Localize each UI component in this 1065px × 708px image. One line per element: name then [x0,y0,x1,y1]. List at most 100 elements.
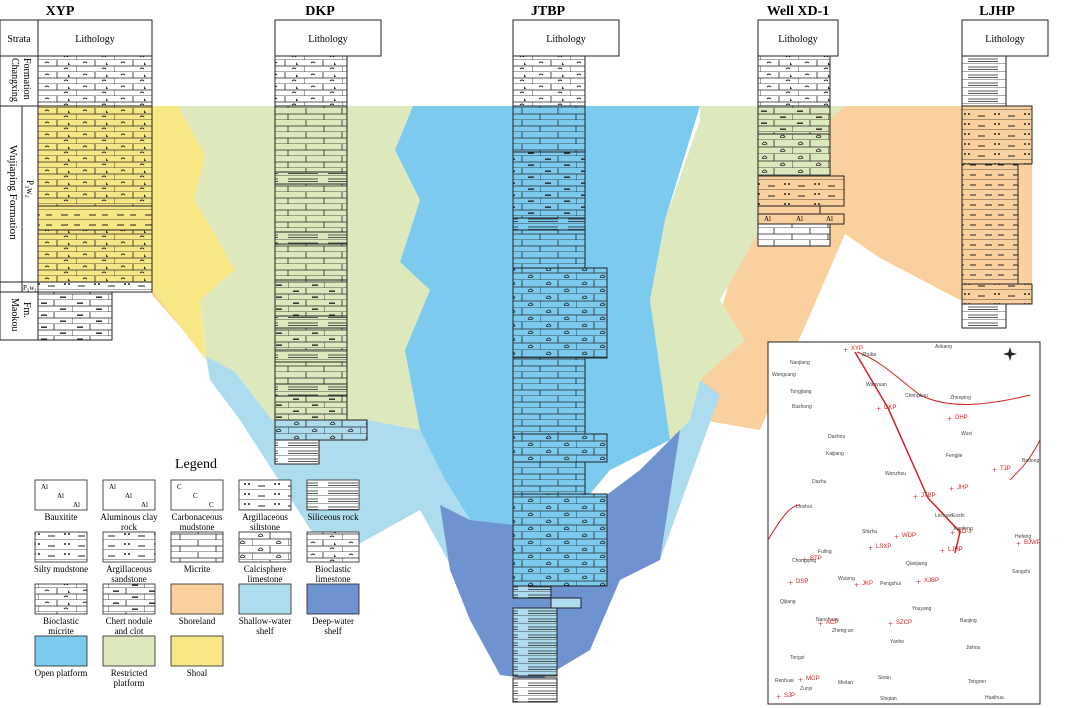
map-place-label: Xianfeng [953,526,973,532]
lithology-header-xyp: Lithology [75,34,114,45]
map-section-label: WDP [902,533,916,539]
section-marker-icon: + [776,692,781,702]
legend-label-carbonaceous: mudstone [180,522,215,532]
legend-label-restricted: Restricted [111,668,148,678]
legend-swatch-shallow [238,583,292,615]
section-marker-icon: + [798,675,803,685]
lithology-header-ljhp: Lithology [985,34,1024,45]
map-section-label: MGP [806,676,820,682]
map-place-label: Tongren [968,679,986,685]
section-marker-icon: + [843,345,848,355]
map-boundary-line [856,351,1031,405]
strata-p3w1: P₃w₁ [23,284,37,292]
section-marker-icon: + [888,619,893,629]
legend-pattern-micrite [171,532,223,562]
map-place-label: Wenzhou [885,471,906,477]
lithology-header-xd1: Lithology [778,34,817,45]
map-place-label: Wulong [838,576,855,582]
section-title-dkp: DKP [305,4,335,19]
legend-label-restricted: platform [114,678,145,688]
map-place-label: Ankang [935,344,952,350]
map-place-label: Baojing [960,618,977,624]
column-ljhp: Lithology [961,19,1049,329]
map-place-label: Zunyi [800,686,812,692]
legend-label-bioclastic_ls: limestone [316,574,351,584]
column-xyp: Strata Lithology [0,19,153,341]
svg-text:Al: Al [796,215,803,223]
strata-maokou-2: Fm. [21,302,32,318]
section-marker-icon: + [947,414,952,424]
legend-swatch-shoal [170,635,224,667]
legend-label-argsand: Argillaceous [106,564,152,574]
legend-swatch-deep [306,583,360,615]
legend-swatch-restricted [102,635,156,667]
map-place-label: Kaijiang [826,451,844,457]
map-place-label: Zhenping [950,395,971,401]
legend-label-calci: Calcisphere [244,564,286,574]
legend-label-shallow: shelf [256,626,274,636]
map-place-label: Tongjiang [790,389,812,395]
section-marker-icon: + [992,465,997,475]
map-river-line-2 [1009,439,1041,481]
section-marker-icon: + [876,404,881,414]
legend-label-calci: limestone [248,574,283,584]
legend-label-deep: shelf [324,626,342,636]
section-marker-icon: + [894,532,899,542]
legend-label-shallow: Shallow-water [239,616,291,626]
legend-pattern-chert [103,584,155,614]
legend-label-bioclastic_mic: micrite [48,626,74,636]
map-place-label: Renhuai [775,678,794,684]
section-marker-icon: + [950,528,955,538]
section-marker-icon: + [916,577,921,587]
legend-pattern-siltymud [35,532,87,562]
svg-text:Al: Al [826,215,833,223]
section-title-xd1: Well XD-1 [767,4,830,19]
map-place-label: Sinan [878,675,891,681]
svg-text:Al: Al [764,215,771,223]
legend-symbol: C [177,483,182,491]
legend-pattern-bioclastic_mic [35,584,87,614]
legend-label-siliceous: Siliceous rock [307,512,359,522]
legend-label-shoreland: Shoreland [179,616,216,626]
map-section-label: DHP [955,415,968,421]
legend-label-deep: Deep-water [312,616,354,626]
map-place-label: Yanhe [890,639,904,645]
legend-label-bioclastic_ls: Bioclastic [315,564,351,574]
legend-pattern-argsilt [239,480,291,510]
map-place-label: Huaihua [985,695,1004,701]
legend-symbol: Al [41,483,48,491]
section-marker-icon: + [854,580,859,590]
legend-label-carbonaceous: Carbonaceous [172,512,223,522]
compass-icon [1003,347,1017,361]
section-title-xyp: XYP [46,4,75,19]
map-place-label: Meitan [838,680,853,686]
legend-symbol: C [209,501,214,509]
legend-symbol: Al [57,492,64,500]
map-place-label: Lichuan [935,513,953,519]
column-xd1: Lithology Al Al Al [757,19,845,247]
map-place-label: Shizhu [862,529,878,535]
map-river-line [767,504,801,541]
legend-label-chert: and clot [115,626,144,636]
map-section-label: SZCP [896,620,912,626]
legend-label-bauxitite: Bauxitite [45,512,78,522]
map-section-label: ACP [826,620,838,626]
map-section-label: DKP [884,405,896,411]
map-place-label: Dazhou [828,434,845,440]
legend-symbol: Al [141,501,148,509]
map-section-label: XJBP [924,578,939,584]
map-place-label: Chongqing [792,558,816,564]
column-dkp: Lithology [274,19,382,465]
legend-label-siltymud: Silty mudstone [34,564,88,574]
lithology-header-jtbp: Lithology [546,34,585,45]
map-section-label: LJHP [948,547,963,553]
map-place-label: Jishou [966,645,981,651]
map-place-label: Hefeng [1015,534,1031,540]
map-place-label: Shiqian [880,696,897,702]
legend-label-bioclastic_mic: Bioclastic [43,616,79,626]
strata-header: Strata [7,34,31,45]
section-marker-icon: + [1016,539,1021,549]
section-marker-icon: + [788,578,793,588]
